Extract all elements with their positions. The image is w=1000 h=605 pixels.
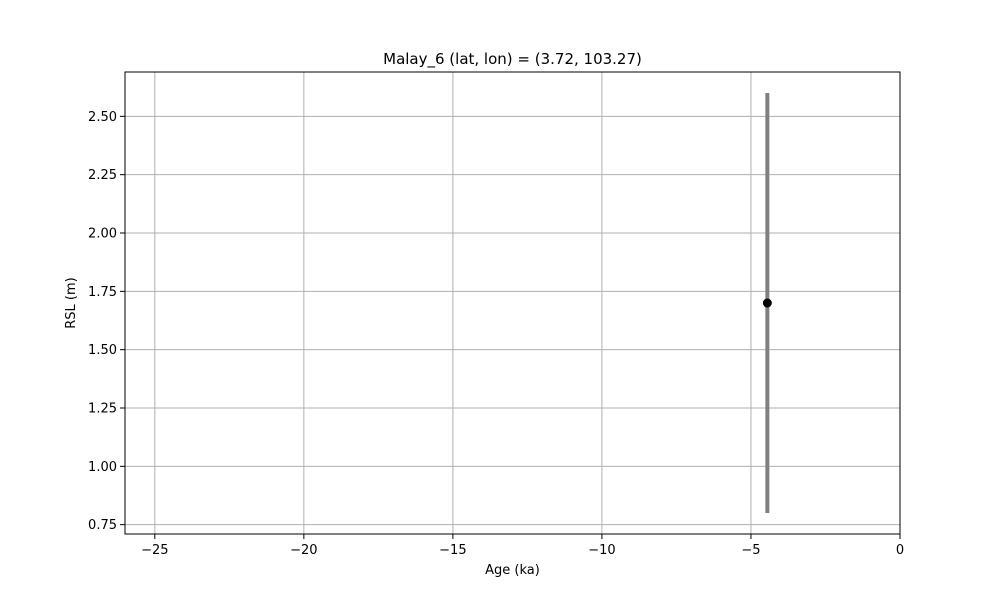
x-tick-label: 0: [896, 543, 904, 558]
y-tick-label: 1.25: [88, 402, 117, 417]
y-axis: 0.75 1.00 1.25 1.50 1.75 2.00 2.25 2.50: [88, 110, 125, 533]
chart-title: Malay_6 (lat, lon) = (3.72, 103.27): [383, 50, 642, 69]
y-tick-label: 1.50: [88, 343, 117, 358]
x-axis: −25 −20 −15 −10 −5 0: [141, 534, 904, 558]
y-tick-label: 1.75: [88, 285, 117, 300]
x-axis-label: Age (ka): [485, 563, 540, 578]
x-tick-label: −5: [741, 543, 760, 558]
y-tick-label: 1.00: [88, 460, 117, 475]
grid-lines: [125, 72, 901, 534]
x-tick-label: −20: [290, 543, 317, 558]
x-tick-label: −10: [588, 543, 615, 558]
y-tick-label: 0.75: [88, 518, 117, 533]
data-layer: [762, 93, 772, 513]
y-tick-label: 2.00: [88, 227, 117, 242]
plot-area-frame: [124, 71, 901, 535]
y-axis-label: RSL (m): [64, 277, 79, 328]
y-tick-label: 2.50: [88, 110, 117, 125]
data-point: [762, 298, 772, 308]
y-tick-label: 2.25: [88, 168, 117, 183]
x-tick-label: −15: [439, 543, 466, 558]
x-tick-label: −25: [141, 543, 168, 558]
